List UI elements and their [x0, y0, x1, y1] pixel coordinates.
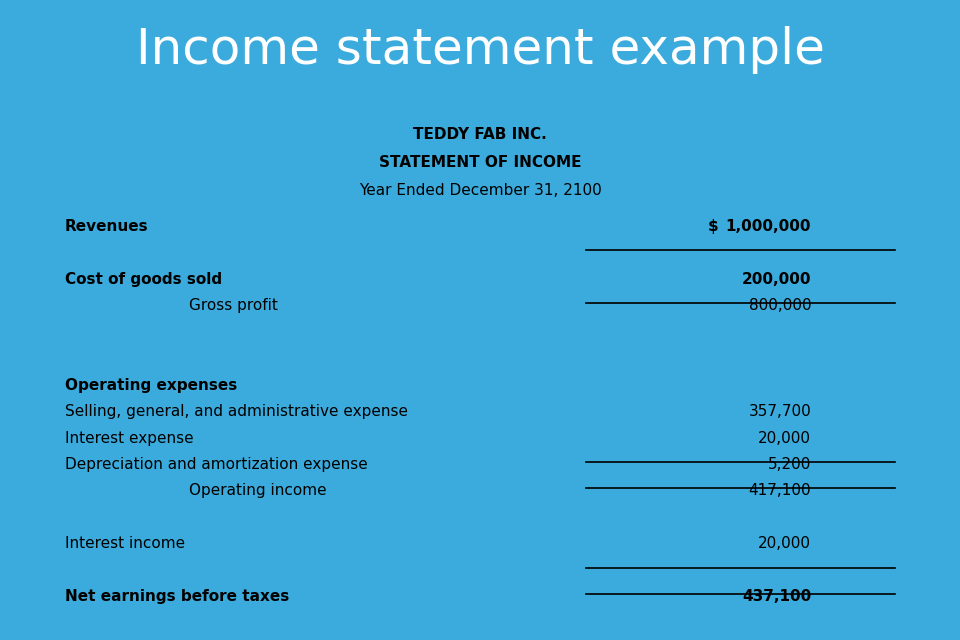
Text: 20,000: 20,000: [758, 536, 811, 551]
Text: Revenues: Revenues: [65, 219, 149, 234]
Text: 357,700: 357,700: [749, 404, 811, 419]
Text: Interest income: Interest income: [65, 536, 185, 551]
Text: 200,000: 200,000: [742, 272, 811, 287]
Text: 20,000: 20,000: [758, 431, 811, 445]
Text: Year Ended December 31, 2100: Year Ended December 31, 2100: [359, 183, 601, 198]
Text: $: $: [708, 219, 718, 234]
Text: 1,000,000: 1,000,000: [726, 219, 811, 234]
Text: Depreciation and amortization expense: Depreciation and amortization expense: [65, 457, 368, 472]
Text: TEDDY FAB INC.: TEDDY FAB INC.: [413, 127, 547, 142]
Text: Selling, general, and administrative expense: Selling, general, and administrative exp…: [65, 404, 408, 419]
Text: 5,200: 5,200: [768, 457, 811, 472]
Text: Interest expense: Interest expense: [65, 431, 194, 445]
Text: Gross profit: Gross profit: [188, 298, 277, 313]
Text: Net earnings before taxes: Net earnings before taxes: [65, 589, 289, 604]
Text: 437,100: 437,100: [742, 589, 811, 604]
Text: Cost of goods sold: Cost of goods sold: [65, 272, 222, 287]
Text: STATEMENT OF INCOME: STATEMENT OF INCOME: [379, 156, 581, 170]
Text: Operating income: Operating income: [188, 483, 326, 499]
Text: 417,100: 417,100: [749, 483, 811, 499]
Text: Income statement example: Income statement example: [135, 26, 825, 74]
Text: 800,000: 800,000: [749, 298, 811, 313]
Text: Operating expenses: Operating expenses: [65, 378, 237, 392]
